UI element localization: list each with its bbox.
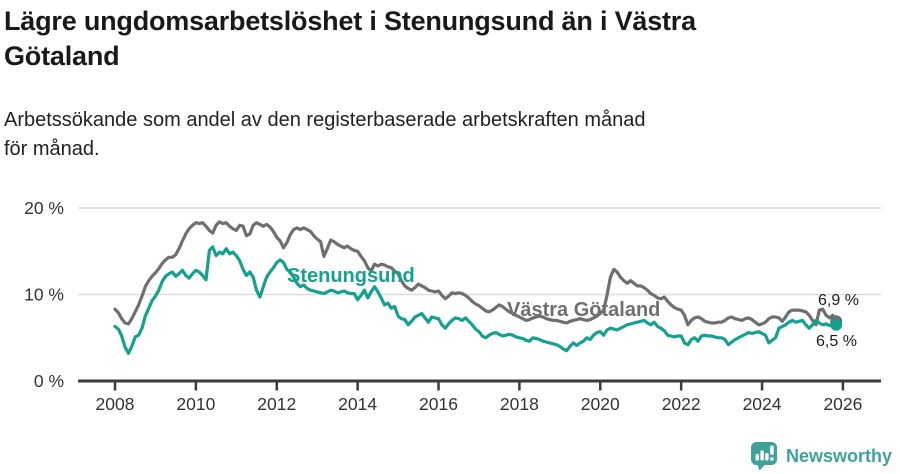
x-tick-label-2014: 2014 (338, 394, 377, 414)
chart-subtitle: Arbetssökande som andel av den registerb… (4, 109, 646, 160)
x-tick-label-2010: 2010 (176, 394, 215, 414)
line-vastra-gotaland (113, 220, 838, 327)
newsworthy-brand-text: Newsworthy (785, 445, 892, 466)
x-tick-label-2024: 2024 (743, 394, 782, 414)
newsworthy-attribution: Newsworthy (750, 441, 892, 471)
page-title: Lägre ungdomsarbetslöshet i Stenungsund … (4, 6, 696, 71)
x-tick-label-2012: 2012 (257, 394, 296, 414)
chart-canvas: 2008 2010 2012 2014 2016 2018 2020 2022 2024 2026… (24, 198, 881, 414)
x-tick-label-2026: 2026 (823, 394, 862, 414)
x-tick-label-2016: 2016 (419, 394, 458, 414)
y-tick-label-10: 10 % (24, 285, 64, 305)
x-tick-label-2008: 2008 (96, 394, 135, 414)
x-tick-label-2022: 2022 (662, 394, 701, 414)
y-tick-label-20: 20 % (24, 198, 64, 218)
x-tick-label-2018: 2018 (500, 394, 539, 414)
line-stenungsund (113, 245, 838, 355)
newsworthy-logo-icon (750, 442, 777, 471)
x-tick-label-2020: 2020 (581, 394, 620, 414)
end-dot-stenungsund (830, 318, 843, 331)
line-chart: 2008 2010 2012 2014 2016 2018 2020 2022 2024 2026… (0, 180, 900, 435)
y-tick-label-0: 0 % (34, 371, 64, 391)
